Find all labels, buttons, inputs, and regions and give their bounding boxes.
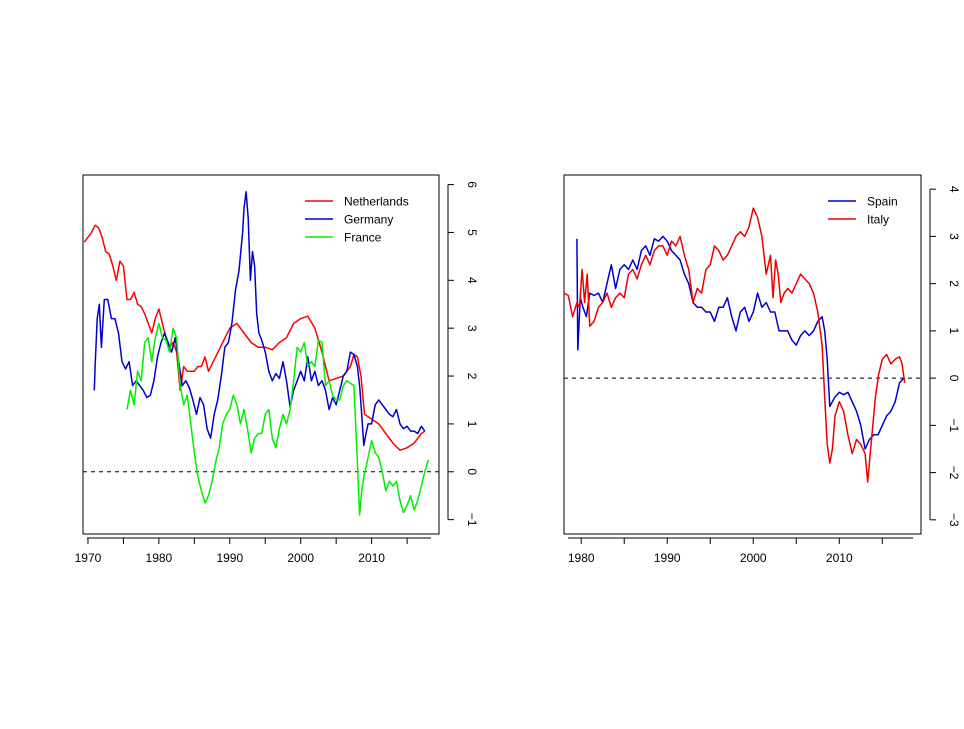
right-y-tick-label: 2 [947, 280, 961, 287]
right-legend-label-italy: Italy [867, 213, 889, 227]
left-y-tick-label: 3 [465, 325, 479, 332]
left-x-tick-label: 2000 [287, 551, 314, 565]
left-chart-panel: 1970 1980 1990 2000 2010 −1 0 1 2 3 4 5 6 Netherlan… [75, 174, 479, 565]
right-y-tick-label: −2 [947, 466, 961, 480]
left-y-tick-label: 5 [465, 229, 479, 236]
left-legend-label-netherlands: Netherlands [344, 195, 409, 209]
left-legend-label-germany: Germany [344, 213, 393, 227]
right-series-line-italy [563, 207, 906, 483]
right-y-tick-label: 0 [947, 375, 961, 382]
left-y-tick-label: 2 [465, 373, 479, 380]
left-y-tick-label: 0 [465, 468, 479, 475]
left-y-tick-label: 6 [465, 181, 479, 188]
right-chart-panel: 1980 1990 2000 2010 −3 −2 −1 0 1 2 3 4 Spain Italy [563, 174, 961, 565]
left-plot-frame [82, 174, 440, 535]
left-y-tick-label: −1 [465, 513, 479, 527]
right-x-axis: 1980 1990 2000 2010 [568, 537, 913, 565]
right-y-axis-right: −3 −2 −1 0 1 2 3 4 [929, 186, 961, 527]
right-y-tick-label: 3 [947, 233, 961, 240]
left-x-tick-label: 1990 [216, 551, 243, 565]
left-y-tick-label: 4 [465, 277, 479, 284]
right-x-tick-label: 1980 [568, 551, 595, 565]
left-series-line-france [126, 322, 430, 516]
right-legend-label-spain: Spain [867, 195, 898, 209]
right-x-tick-label: 1990 [654, 551, 681, 565]
right-legend: Spain Italy [828, 195, 898, 227]
left-y-tick-label: 1 [465, 421, 479, 428]
right-y-tick-label: 1 [947, 328, 961, 335]
right-x-tick-label: 2000 [740, 551, 767, 565]
right-plot-frame [563, 174, 922, 535]
left-series-line-germany [93, 191, 426, 447]
right-x-tick-label: 2010 [826, 551, 853, 565]
left-x-tick-label: 1980 [146, 551, 173, 565]
right-y-tick-label: −3 [947, 513, 961, 527]
left-x-tick-label: 2010 [358, 551, 385, 565]
left-x-axis: 1970 1980 1990 2000 2010 [75, 537, 431, 565]
right-y-tick-label: −1 [947, 419, 961, 433]
right-y-tick-label: 4 [947, 186, 961, 193]
right-series-line-spain [576, 235, 905, 450]
left-x-tick-label: 1970 [75, 551, 102, 565]
left-series-layer [83, 191, 430, 516]
left-legend: Netherlands Germany France [305, 195, 409, 245]
right-series-layer [563, 207, 906, 483]
left-y-axis-right: −1 0 1 2 3 4 5 6 [447, 181, 479, 527]
left-legend-label-france: France [344, 231, 382, 245]
left-series-line-netherlands [83, 224, 426, 451]
